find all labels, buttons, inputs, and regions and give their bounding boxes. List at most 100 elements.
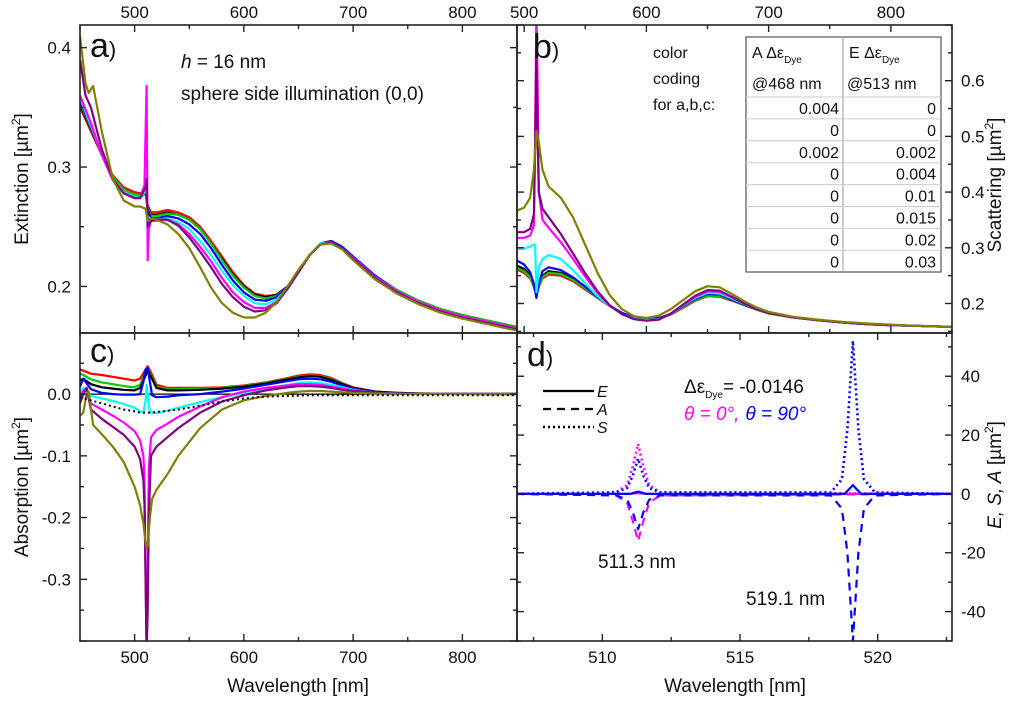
legend-label-s: S xyxy=(597,420,608,437)
y-axis-title-extinction: Extinction [µm2] xyxy=(9,113,33,245)
plot-layer: 500 600 700 800 0.2 0.3 0.4 500 600 700 800 0.2 0.3 0… xyxy=(42,3,986,667)
panel-d-peak1-label: 511.3 nm xyxy=(598,552,676,573)
table-cell-a: 0 xyxy=(830,232,839,249)
y-tick-label: -0.1 xyxy=(42,447,71,466)
table-cell-a: 0 xyxy=(830,167,839,184)
caption-line: coding xyxy=(653,71,700,88)
table-cell-a: 0 xyxy=(830,189,839,206)
panel-a-height-annotation: h = 16 nm xyxy=(181,52,266,73)
color-coding-caption: color coding for a,b,c: xyxy=(653,45,715,114)
table-cell-a: 0.002 xyxy=(799,145,839,162)
series-line-scattering-dotted xyxy=(80,394,517,414)
x-axis-title-right: Wavelength [nm] xyxy=(664,676,806,697)
x-tick-label: 800 xyxy=(877,3,905,22)
series-line-s-theta-0 xyxy=(517,442,952,496)
caption-line: for a,b,c: xyxy=(653,97,715,114)
panel-a: 500 600 700 800 0.2 0.3 0.4 xyxy=(47,3,518,334)
y-axis-title-esa: E, S, A [µm2] xyxy=(982,421,1006,529)
panel-d-theta-annotation: θ = 0°, θ = 90° xyxy=(684,404,807,425)
y-tick-label: 40 xyxy=(961,367,980,386)
table-rows: 0.004 0 0 0 0.002 0.002 0 0.004 0 0.01 0 0.015 0 0.02… xyxy=(746,96,941,271)
panel-d-label: d) xyxy=(527,336,553,374)
x-tick-label: 510 xyxy=(588,648,616,667)
y-tick-label: 0.4 xyxy=(47,39,71,58)
table-cell-e: 0.004 xyxy=(896,167,936,184)
y-axis-title-absorption: Absorption [µm2] xyxy=(9,417,33,557)
table-cell-e: 0 xyxy=(927,101,936,118)
x-tick-label: 600 xyxy=(230,648,258,667)
x-tick-label: 700 xyxy=(339,3,367,22)
panel-d-peak2-label: 519.1 nm xyxy=(746,589,825,610)
panel-c: 500 600 700 800 -0.3 -0.2 -0.1 0.0 xyxy=(42,332,518,667)
table-cell-e: 0.02 xyxy=(905,232,936,249)
series-line-purple xyxy=(80,385,517,641)
x-tick-label: 500 xyxy=(510,3,538,22)
x-tick-label: 500 xyxy=(120,648,148,667)
y-tick-label: 0.0 xyxy=(47,385,71,404)
table-cell-e: 0.01 xyxy=(905,189,936,206)
table-cell-a: 0 xyxy=(830,254,839,271)
panel-d-legend: E A S xyxy=(543,384,608,437)
series-line-blue xyxy=(80,367,517,399)
table-cell-e: 0 xyxy=(927,123,936,140)
y-axis-title-scattering: Scattering [µm2] xyxy=(982,118,1006,253)
plot-frame xyxy=(516,332,953,642)
y-tick-label: 0.5 xyxy=(961,127,985,146)
y-tick-label: 0.3 xyxy=(47,158,71,177)
x-tick-label: 800 xyxy=(448,3,476,22)
x-tick-label: 515 xyxy=(726,648,754,667)
x-tick-label: 600 xyxy=(632,3,660,22)
x-tick-label: 600 xyxy=(230,3,258,22)
y-tick-label: -40 xyxy=(961,603,986,622)
series-group xyxy=(517,339,952,641)
table-cell-a: 0.004 xyxy=(799,101,839,118)
table-cell-e: 0.03 xyxy=(905,254,936,271)
panel-d: 510 515 520 -40 -20 0 20 40 xyxy=(516,332,986,667)
x-tick-label: 800 xyxy=(448,648,476,667)
y-tick-label: 20 xyxy=(961,426,980,445)
table-cell-a: 0 xyxy=(830,123,839,140)
series-group xyxy=(80,35,517,332)
y-tick-label: -20 xyxy=(961,544,986,563)
x-axis-title-left: Wavelength [nm] xyxy=(227,676,369,697)
y-tick-label: -0.2 xyxy=(42,509,71,528)
panel-b-label: b) xyxy=(533,28,559,66)
series-group xyxy=(80,365,517,641)
panel-c-label: c) xyxy=(90,332,114,370)
panel-a-illumination-annotation: sphere side illumination (0,0) xyxy=(181,84,424,105)
series-line-s-theta-90 xyxy=(517,339,952,496)
table-cell-e: 0.015 xyxy=(896,211,936,228)
series-line-a-theta-90 xyxy=(517,492,952,641)
y-tick-label: 0.2 xyxy=(961,294,985,313)
series-line-olive xyxy=(80,35,517,332)
table-header-e-wavelength: @513 nm xyxy=(847,76,917,93)
series-line-e-theta-90 xyxy=(517,484,952,495)
legend-label-a: A xyxy=(596,402,608,419)
panel-d-delta-eps-annotation: ΔεDye= -0.0146 xyxy=(684,377,804,401)
x-tick-label: 520 xyxy=(863,648,891,667)
series-line-a-theta-0 xyxy=(517,492,952,543)
x-tick-label: 700 xyxy=(339,648,367,667)
table-header-a-wavelength: @468 nm xyxy=(752,76,822,93)
y-tick-label: 0.2 xyxy=(47,277,71,296)
y-tick-label: 0 xyxy=(961,485,970,504)
y-tick-label: -0.3 xyxy=(42,570,71,589)
series-line-magenta xyxy=(80,84,517,330)
table-header-a: A ΔεDye xyxy=(752,45,802,66)
series-line-olive xyxy=(80,389,517,550)
color-coding-table: A ΔεDye E ΔεDye @468 nm @513 nm 0.004 00 0… xyxy=(745,36,942,273)
caption-line: color xyxy=(653,45,688,62)
series-group xyxy=(517,25,952,328)
y-tick-label: 0.6 xyxy=(961,72,985,91)
x-tick-label: 700 xyxy=(754,3,782,22)
table-cell-e: 0.002 xyxy=(896,145,936,162)
panel-a-label: a) xyxy=(90,27,116,65)
legend-label-e: E xyxy=(597,384,608,401)
table-cell-a: 0 xyxy=(830,211,839,228)
y-tick-label: 0.3 xyxy=(961,239,985,258)
y-tick-label: 0.4 xyxy=(961,183,985,202)
panel-b: 500 600 700 800 0.2 0.3 0.4 0.5 0.6 xyxy=(510,3,985,334)
table-header-e: E ΔεDye xyxy=(849,45,900,66)
series-line-olive xyxy=(517,129,952,328)
